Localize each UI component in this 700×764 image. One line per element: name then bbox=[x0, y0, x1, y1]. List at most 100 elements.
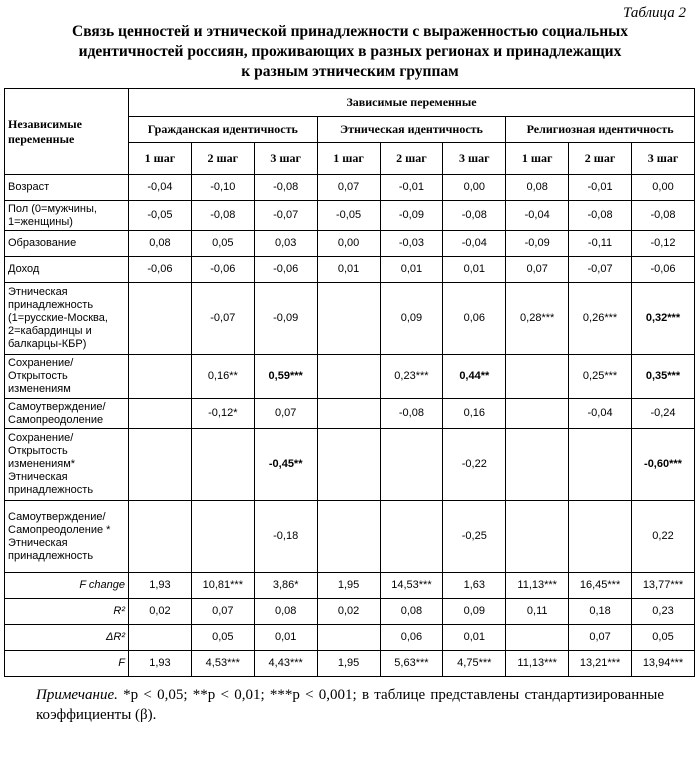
step-header: 2 шаг bbox=[568, 142, 632, 175]
table-cell: -0,22 bbox=[442, 428, 507, 501]
table-cell: -0,08 bbox=[568, 200, 632, 231]
table-cell bbox=[190, 428, 255, 501]
table-cell bbox=[316, 398, 381, 429]
table-cell: 0,01 bbox=[253, 624, 318, 651]
table-cell: -0,01 bbox=[379, 174, 444, 201]
table-cell: -0,09 bbox=[253, 282, 318, 355]
table-cell: 0,09 bbox=[442, 598, 507, 625]
table-cell bbox=[190, 500, 255, 573]
group-header: Гражданская идентичность bbox=[128, 116, 318, 143]
table-cell bbox=[316, 428, 381, 501]
table-cell: -0,08 bbox=[442, 200, 507, 231]
table-cell: 0,01 bbox=[379, 256, 444, 283]
table-cell: 13,21*** bbox=[568, 650, 632, 677]
table-cell: 0,35*** bbox=[631, 354, 695, 399]
group-header: Религиозная идентичность bbox=[505, 116, 695, 143]
step-header: 3 шаг bbox=[253, 142, 318, 175]
table-cell: 0,08 bbox=[253, 598, 318, 625]
table-cell: 0,05 bbox=[190, 230, 255, 257]
row-label: Этническая принадлежность (1=русские-Мос… bbox=[4, 282, 129, 355]
table-cell: 0,07 bbox=[190, 598, 255, 625]
table-row: Доход -0,06 -0,06 -0,06 0,01 0,01 0,01 0,07 -0,0… bbox=[4, 256, 695, 283]
title-line: идентичностей россиян, проживающих в раз… bbox=[78, 43, 622, 60]
table-cell: -0,07 bbox=[190, 282, 255, 355]
table-cell bbox=[505, 354, 570, 399]
independent-header: Независимые переменные bbox=[4, 88, 129, 175]
table-cell: 0,03 bbox=[253, 230, 318, 257]
table-cell: 1,95 bbox=[316, 650, 381, 677]
table-cell: -0,05 bbox=[128, 200, 192, 231]
row-label: Самоутверждение/ Самопреодоление bbox=[4, 398, 129, 429]
table-cell bbox=[316, 354, 381, 399]
table-cell: 11,13*** bbox=[505, 572, 570, 599]
step-header: 1 шаг bbox=[128, 142, 192, 175]
table-note: Примечание. *p < 0,05; **p < 0,01; ***p … bbox=[36, 685, 664, 725]
row-label: Возраст bbox=[4, 174, 129, 201]
table-cell: 0,00 bbox=[631, 174, 695, 201]
table-row: Сохранение/ Открытость изменениям* Этнич… bbox=[4, 428, 695, 501]
page: Таблица 2 Связь ценностей и этнической п… bbox=[4, 5, 696, 725]
table-cell bbox=[568, 428, 632, 501]
table-cell: -0,09 bbox=[379, 200, 444, 231]
row-label: Образование bbox=[4, 230, 129, 257]
table-cell: 14,53*** bbox=[379, 572, 444, 599]
table-cell bbox=[316, 282, 381, 355]
table-cell: 4,43*** bbox=[253, 650, 318, 677]
table-cell: -0,07 bbox=[253, 200, 318, 231]
table-cell: 0,08 bbox=[379, 598, 444, 625]
table-cell: 11,13*** bbox=[505, 650, 570, 677]
dependent-header: Зависимые переменные bbox=[128, 88, 695, 117]
table-cell: 0,06 bbox=[379, 624, 444, 651]
table-cell bbox=[128, 624, 192, 651]
table-cell bbox=[316, 500, 381, 573]
table-cell: 10,81*** bbox=[190, 572, 255, 599]
step-header: 2 шаг bbox=[379, 142, 444, 175]
table-cell: -0,07 bbox=[568, 256, 632, 283]
table-cell: 0,02 bbox=[316, 598, 381, 625]
table-title: Связь ценностей и этнической принадлежно… bbox=[4, 22, 696, 82]
table-row: Сохранение/ Открытость изменениям 0,16** 0… bbox=[4, 354, 695, 399]
table-row: F 1,93 4,53*** 4,43*** 1,95 5,63*** 4,75*** 11,… bbox=[4, 650, 695, 677]
table-cell: 0,28*** bbox=[505, 282, 570, 355]
table-cell: 0,07 bbox=[316, 174, 381, 201]
table-cell: 13,94*** bbox=[631, 650, 695, 677]
table-cell bbox=[128, 282, 192, 355]
table-cell: 0,00 bbox=[316, 230, 381, 257]
table-cell: 0,25*** bbox=[568, 354, 632, 399]
table-cell: -0,25 bbox=[442, 500, 507, 573]
row-label: Доход bbox=[4, 256, 129, 283]
table-cell: -0,04 bbox=[505, 200, 570, 231]
table-cell bbox=[379, 500, 444, 573]
table-cell: -0,08 bbox=[631, 200, 695, 231]
table-cell: -0,05 bbox=[316, 200, 381, 231]
row-label: Сохранение/ Открытость изменениям* Этнич… bbox=[4, 428, 129, 501]
step-header: 3 шаг bbox=[442, 142, 507, 175]
table-cell: 0,07 bbox=[568, 624, 632, 651]
table-cell: -0,11 bbox=[568, 230, 632, 257]
table-row: Этническая принадлежность (1=русские-Мос… bbox=[4, 282, 695, 355]
table-cell bbox=[505, 500, 570, 573]
table-cell bbox=[505, 624, 570, 651]
table-cell bbox=[128, 398, 192, 429]
table-cell: 1,93 bbox=[128, 572, 192, 599]
table-cell: 0,16** bbox=[190, 354, 255, 399]
row-label: Пол (0=мужчины, 1=женщины) bbox=[4, 200, 129, 231]
step-header: 1 шаг bbox=[505, 142, 570, 175]
row-label: Самоутверждение/ Самопреодоление * Этнич… bbox=[4, 500, 129, 573]
table-cell: 4,53*** bbox=[190, 650, 255, 677]
table-cell: 0,02 bbox=[128, 598, 192, 625]
table-row: Самоутверждение/ Самопреодоление * Этнич… bbox=[4, 500, 695, 573]
table-cell: 4,75*** bbox=[442, 650, 507, 677]
table-row: ΔR² 0,05 0,01 0,06 0,01 0,07 0,05 bbox=[4, 624, 695, 651]
table-cell: -0,08 bbox=[190, 200, 255, 231]
step-header: 1 шаг bbox=[316, 142, 381, 175]
table-cell bbox=[505, 428, 570, 501]
step-header: 2 шаг bbox=[190, 142, 255, 175]
table-cell: -0,12* bbox=[190, 398, 255, 429]
table-row: Самоутверждение/ Самопреодоление -0,12* 0,… bbox=[4, 398, 695, 429]
table-cell: -0,06 bbox=[253, 256, 318, 283]
table-number: Таблица 2 bbox=[623, 5, 686, 21]
step-header: 3 шаг bbox=[631, 142, 695, 175]
table-cell: -0,06 bbox=[190, 256, 255, 283]
title-line: Связь ценностей и этнической принадлежно… bbox=[72, 23, 628, 40]
